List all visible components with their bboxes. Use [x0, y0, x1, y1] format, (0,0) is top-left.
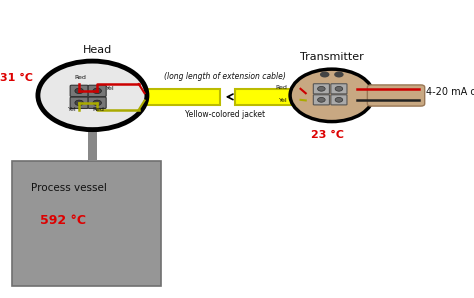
FancyBboxPatch shape	[88, 97, 106, 108]
FancyBboxPatch shape	[331, 95, 347, 105]
Text: Head: Head	[82, 45, 112, 55]
Circle shape	[318, 97, 325, 102]
Circle shape	[290, 69, 374, 122]
FancyBboxPatch shape	[88, 85, 106, 97]
Bar	[12, 161, 161, 286]
Text: Yellow-colored jacket: Yellow-colored jacket	[185, 109, 265, 119]
FancyBboxPatch shape	[313, 84, 329, 94]
Circle shape	[334, 72, 344, 77]
Circle shape	[38, 61, 147, 130]
Text: Process vessel: Process vessel	[31, 184, 107, 193]
Circle shape	[75, 88, 83, 94]
Circle shape	[75, 100, 83, 105]
Text: Yel: Yel	[68, 107, 77, 112]
Text: Red: Red	[74, 75, 87, 80]
FancyBboxPatch shape	[313, 95, 329, 105]
Text: 31 °C: 31 °C	[0, 73, 33, 83]
Circle shape	[335, 97, 343, 102]
Text: 4-20 mA cable: 4-20 mA cable	[426, 87, 474, 97]
Bar	[88, 130, 97, 161]
Text: Yel: Yel	[106, 86, 114, 91]
Text: 592 °C: 592 °C	[40, 215, 86, 227]
Circle shape	[335, 86, 343, 91]
FancyBboxPatch shape	[70, 97, 88, 108]
Text: Red: Red	[92, 107, 104, 112]
FancyBboxPatch shape	[367, 85, 425, 106]
Circle shape	[320, 72, 329, 77]
Text: 23 °C: 23 °C	[310, 130, 344, 140]
Text: Transmitter: Transmitter	[300, 52, 364, 62]
Circle shape	[93, 100, 101, 105]
Bar	[235, 89, 306, 105]
Circle shape	[318, 86, 325, 91]
Text: (long length of extension cable): (long length of extension cable)	[164, 72, 286, 81]
Text: Red: Red	[276, 85, 288, 89]
FancyBboxPatch shape	[70, 85, 88, 97]
FancyBboxPatch shape	[331, 84, 347, 94]
Bar	[145, 89, 220, 105]
Circle shape	[93, 88, 101, 94]
Text: Yel: Yel	[279, 98, 288, 103]
